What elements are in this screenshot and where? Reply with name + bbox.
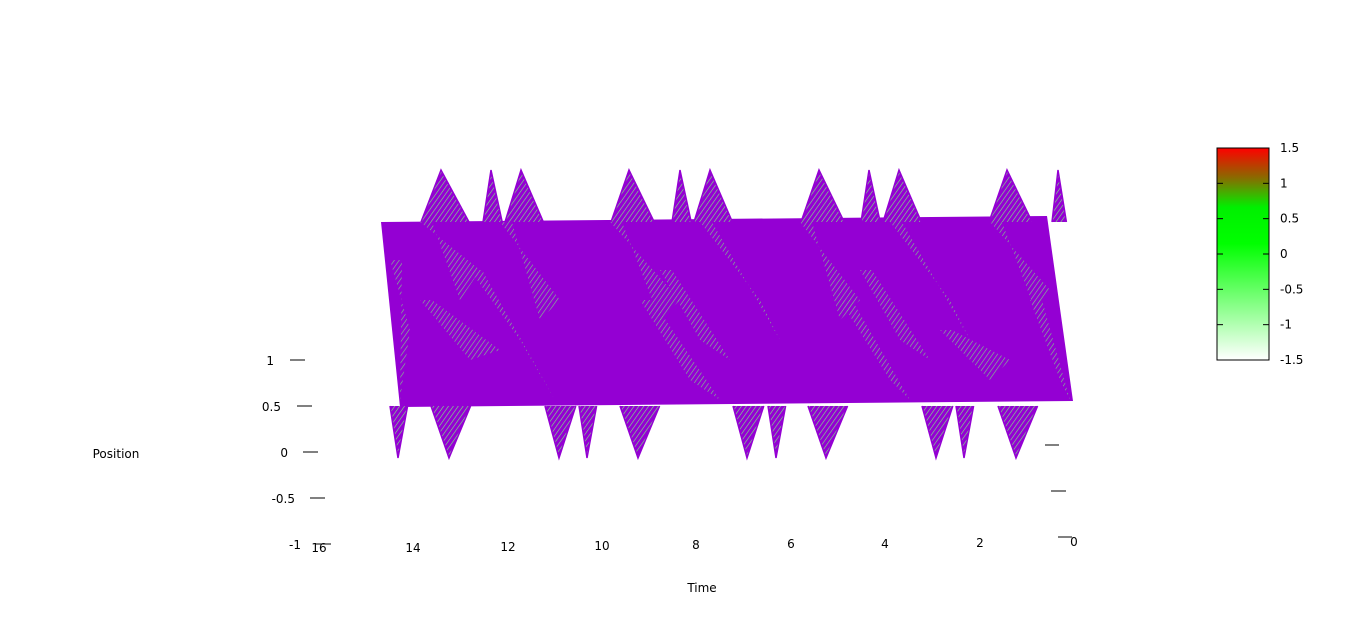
colorbar: 1.5 1 0.5 0 -0.5 -1 -1.5 (1217, 141, 1303, 367)
x-axis-title: Time (686, 581, 716, 595)
x-tick-label: 16 (311, 541, 326, 555)
colorbar-gradient (1217, 148, 1269, 360)
surface-peak-down (808, 406, 848, 458)
colorbar-tick-label: 0 (1280, 247, 1288, 261)
surface-peak-down (922, 406, 953, 458)
x-tick-label: 10 (594, 539, 609, 553)
x-tick-label: 14 (405, 541, 420, 555)
colorbar-tick-label: 1.5 (1280, 141, 1299, 155)
colorbar-tick-label: -1 (1280, 318, 1292, 332)
x-tick-label: 4 (881, 537, 889, 551)
z-tick-label: -0.5 (272, 492, 295, 506)
colorbar-tick-label: 0.5 (1280, 212, 1299, 226)
z-tick-label: 0 (280, 446, 288, 460)
z-tick-label: -1 (289, 538, 301, 552)
colorbar-tick-label: -1.5 (1280, 353, 1303, 367)
z-tick-label: 1 (266, 354, 274, 368)
surface-peak-down (733, 406, 764, 458)
x-tick-label: 0 (1070, 535, 1078, 549)
z-tick-label: 0.5 (262, 400, 281, 414)
x-tick-label: 8 (692, 538, 700, 552)
surface-peak-down (998, 406, 1038, 458)
x-axis: 16 14 12 10 8 6 4 2 0 (311, 535, 1077, 555)
y-axis-title: Position (93, 447, 140, 461)
surface-body (381, 216, 1073, 407)
surface-peak-down (545, 406, 576, 458)
x-tick-label: 6 (787, 537, 795, 551)
surface-peak-down (431, 406, 471, 458)
x-tick-label: 2 (976, 536, 984, 550)
colorbar-tick-label: -0.5 (1280, 282, 1303, 296)
surface-peak-down (620, 406, 660, 458)
colorbar-tick-label: 1 (1280, 176, 1288, 190)
x-tick-label: 12 (500, 540, 515, 554)
surface-band (381, 216, 1073, 407)
